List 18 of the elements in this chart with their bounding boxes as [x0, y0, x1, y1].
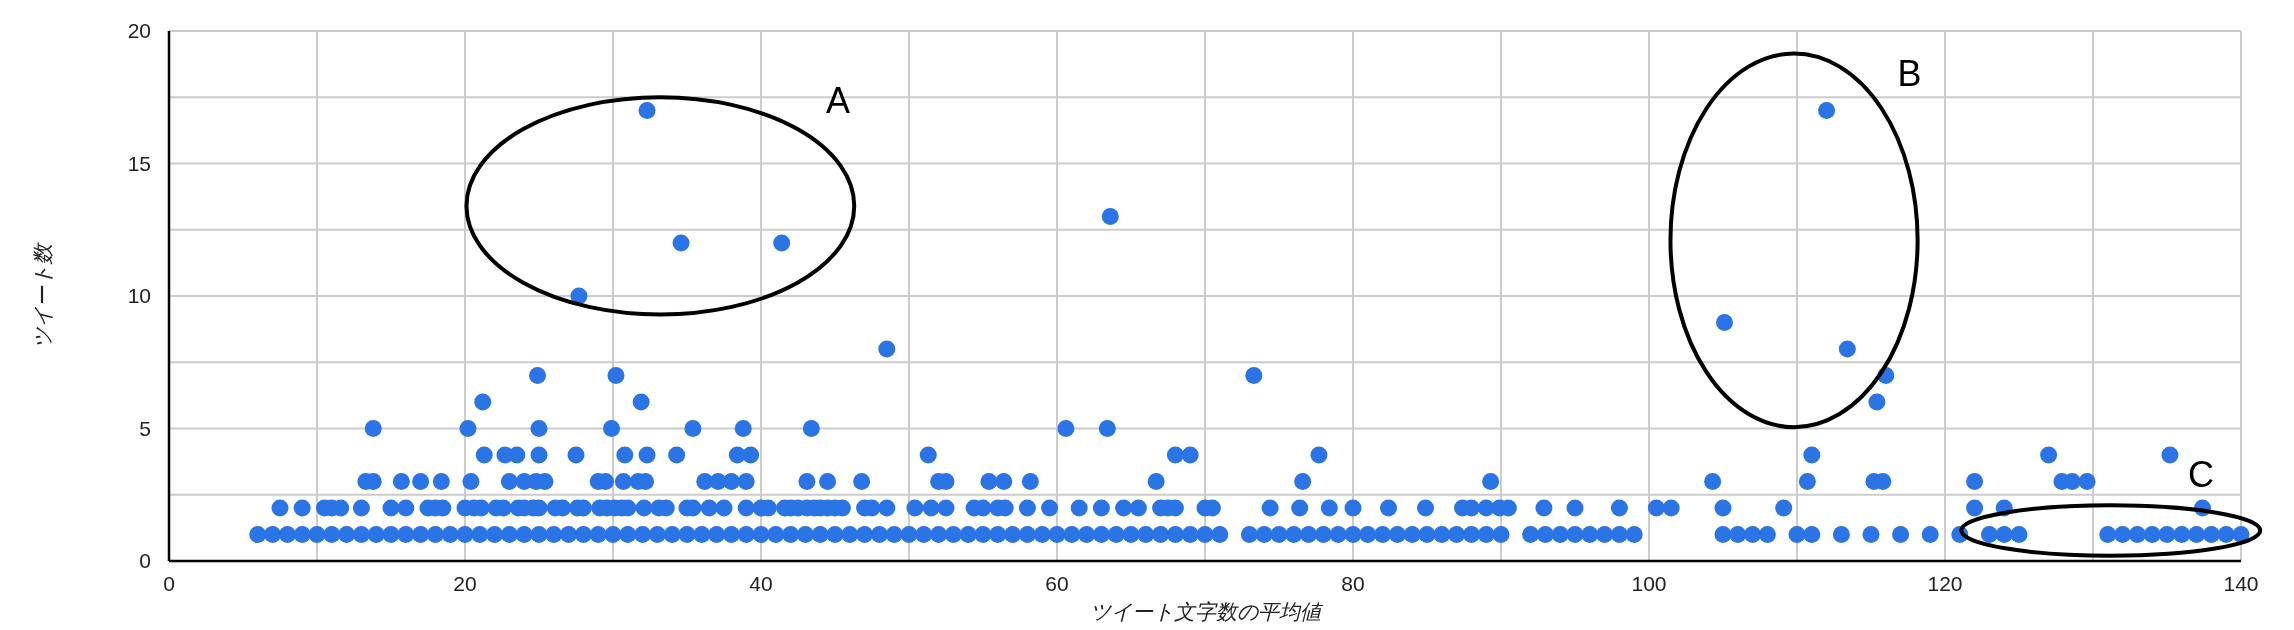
x-tick-label: 120 — [1927, 572, 1963, 595]
x-axis-title: ツイート文字数の平均値 — [1089, 600, 1324, 623]
annotation: A — [825, 79, 850, 121]
y-tick-label: 20 — [127, 19, 151, 42]
x-tick-label: 0 — [163, 572, 175, 595]
x-tick-label: 20 — [453, 572, 477, 595]
x-tick-label: 40 — [749, 572, 773, 595]
y-tick-label: 0 — [139, 549, 151, 572]
x-tick-label: 100 — [1631, 572, 1667, 595]
x-tick-label: 80 — [1341, 572, 1365, 595]
x-tick-label: 60 — [1045, 572, 1069, 595]
y-axis-title: ツイート数 — [31, 241, 54, 349]
x-tick-label: 140 — [2223, 572, 2259, 595]
y-tick-label: 10 — [127, 284, 151, 307]
annotation: B — [1897, 53, 1922, 95]
annotation: C — [2188, 453, 2215, 495]
y-tick-label: 5 — [139, 416, 151, 440]
y-tick-label: 15 — [127, 151, 151, 175]
